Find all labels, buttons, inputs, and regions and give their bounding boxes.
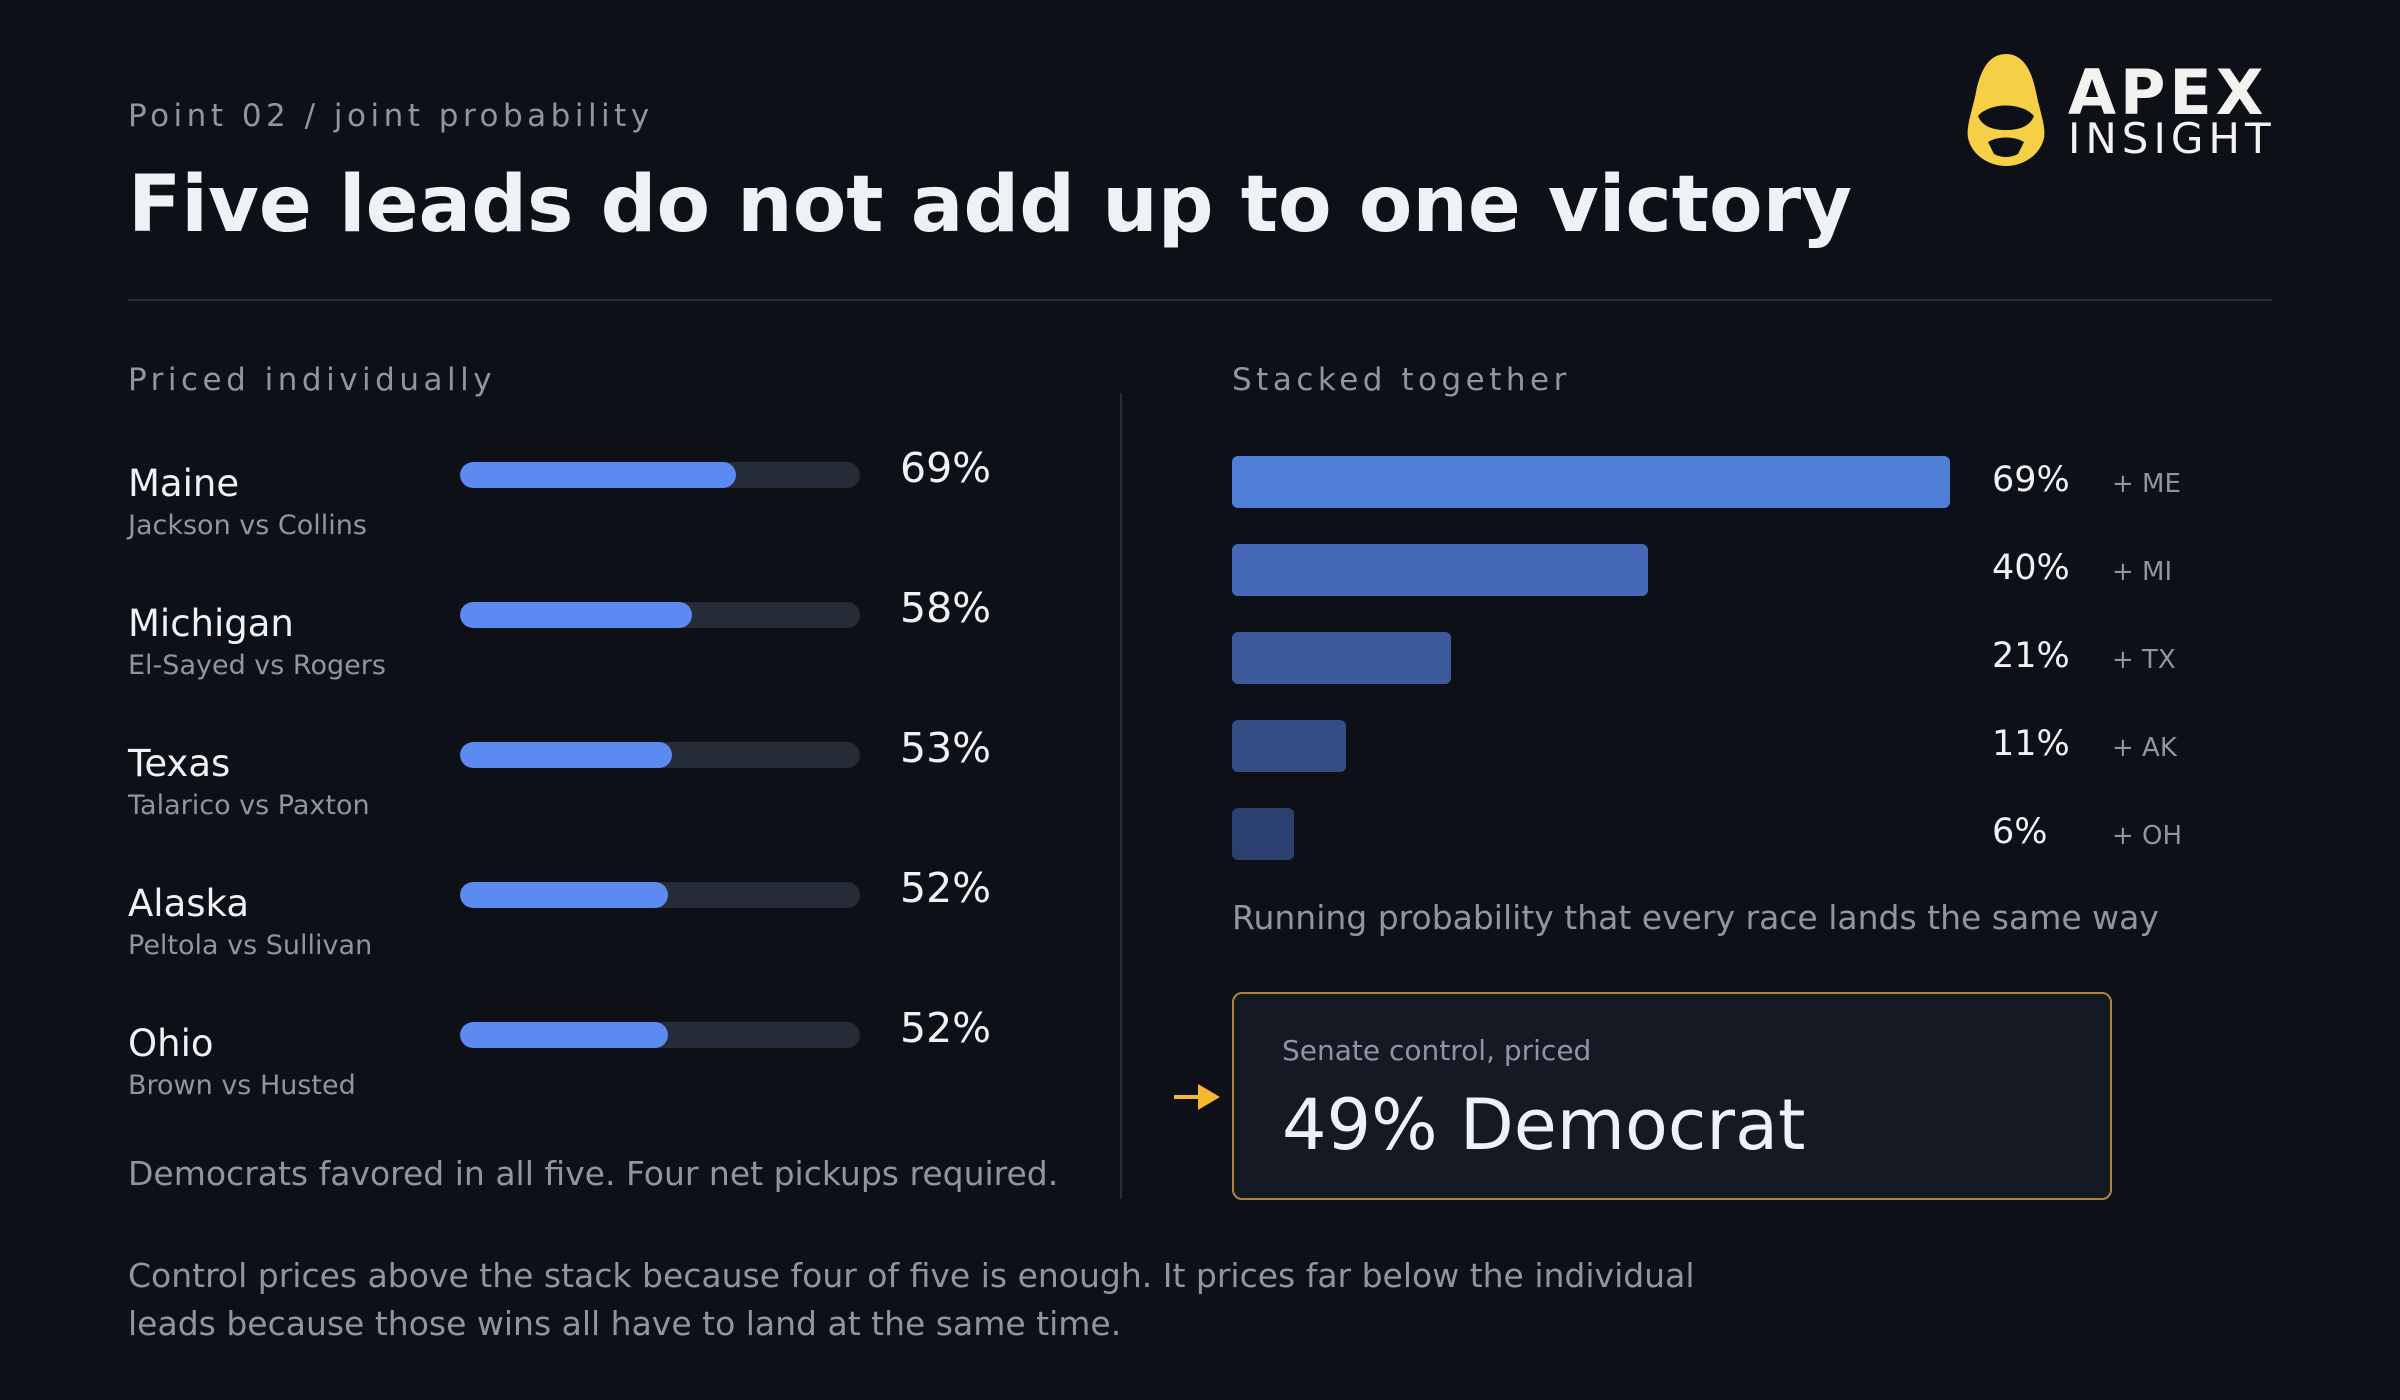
stacked-value-label: 6% xyxy=(1992,812,2048,852)
stacked-bar xyxy=(1232,720,1347,772)
bar-value-label: 69% xyxy=(900,444,992,492)
stacked-value-label: 69% xyxy=(1992,460,2070,500)
state-name: Maine xyxy=(128,462,240,505)
callout-label: Senate control, priced xyxy=(1282,1034,1592,1067)
bar-fill xyxy=(460,882,668,908)
bar-fill xyxy=(460,1022,668,1048)
race-matchup: Talarico vs Paxton xyxy=(128,790,370,821)
logo-word-insight: INSIGHT xyxy=(2068,114,2276,163)
race-matchup: Peltola vs Sullivan xyxy=(128,930,373,961)
callout-value: 49% Democrat xyxy=(1282,1084,1806,1166)
stacked-bar xyxy=(1232,808,1295,860)
panel-divider xyxy=(1120,393,1122,1199)
state-name: Michigan xyxy=(128,602,294,645)
bar-value-label: 52% xyxy=(900,1004,992,1052)
bar-value-label: 52% xyxy=(900,864,992,912)
bar-track xyxy=(460,742,860,768)
state-name: Texas xyxy=(128,742,231,785)
logo: APEX INSIGHT xyxy=(1964,50,2276,170)
left-panel-note: Democrats favored in all five. Four net … xyxy=(128,1154,1059,1193)
stacked-race-tag: + MI xyxy=(2112,557,2173,587)
eyebrow: Point 02 / joint probability xyxy=(128,98,654,134)
stacked-value-label: 21% xyxy=(1992,636,2070,676)
page-title: Five leads do not add up to one victory xyxy=(128,160,1852,250)
stacked-value-label: 40% xyxy=(1992,548,2070,588)
header-divider xyxy=(128,299,2272,301)
stacked-race-tag: + ME xyxy=(2112,469,2181,499)
right-panel-label: Stacked together xyxy=(1232,362,1571,398)
bar-fill xyxy=(460,602,692,628)
stacked-race-tag: + AK xyxy=(2112,733,2177,763)
bar-track xyxy=(460,462,860,488)
stacked-bar xyxy=(1232,456,1950,508)
race-matchup: Brown vs Husted xyxy=(128,1070,356,1101)
bar-fill xyxy=(460,742,672,768)
stacked-race-tag: + TX xyxy=(2112,645,2176,675)
bar-value-label: 53% xyxy=(900,724,992,772)
stacked-value-label: 11% xyxy=(1992,724,2070,764)
bar-track xyxy=(460,1022,860,1048)
arrow-right-icon xyxy=(1174,1084,1220,1110)
left-panel-label: Priced individually xyxy=(128,362,497,398)
helmet-logo-icon xyxy=(1967,54,2045,166)
bar-fill xyxy=(460,462,736,488)
bar-track xyxy=(460,602,860,628)
logo-word-apex: APEX xyxy=(2068,56,2268,129)
bar-track xyxy=(460,882,860,908)
state-name: Ohio xyxy=(128,1022,214,1065)
footer-text: Control prices above the stack because f… xyxy=(128,1256,1695,1343)
race-matchup: El-Sayed vs Rogers xyxy=(128,650,386,681)
stacked-bar xyxy=(1232,544,1649,596)
stacked-race-tag: + OH xyxy=(2112,821,2183,851)
stacked-bar xyxy=(1232,632,1451,684)
state-name: Alaska xyxy=(128,882,249,925)
right-panel-caption: Running probability that every race land… xyxy=(1232,898,2159,937)
race-matchup: Jackson vs Collins xyxy=(128,510,367,541)
bar-value-label: 58% xyxy=(900,584,992,632)
senate-control-callout: Senate control, priced 49% Democrat xyxy=(1232,992,2112,1200)
